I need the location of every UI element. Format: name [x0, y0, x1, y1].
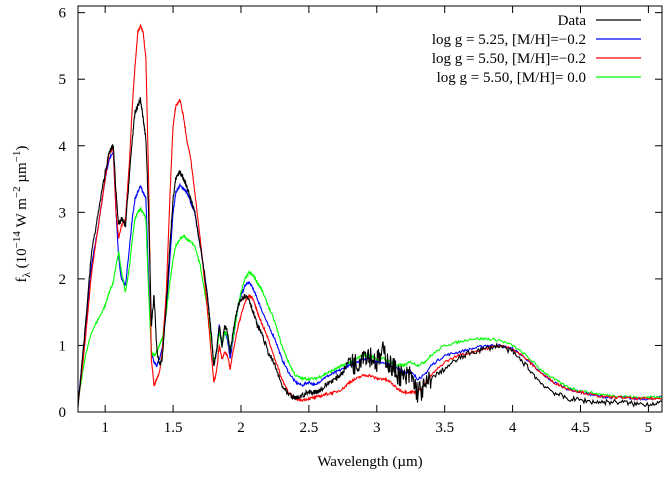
x-tick-label: 2 — [237, 420, 245, 436]
y-label-part4: ) — [14, 146, 30, 151]
legend-label: Data — [558, 13, 587, 29]
y-tick-label: 4 — [59, 139, 67, 155]
y-label-sup2: −2 — [11, 186, 23, 198]
x-tick-label: 3.5 — [435, 420, 454, 436]
x-tick-label: 1 — [101, 420, 109, 436]
x-tick-label: 1.5 — [164, 420, 183, 436]
series-line-3 — [77, 206, 663, 402]
y-tick-label: 5 — [59, 72, 67, 88]
series-line-0 — [77, 96, 663, 408]
y-tick-label: 3 — [59, 205, 67, 221]
x-tick-label: 2.5 — [300, 420, 319, 436]
y-label-part2: W m — [14, 198, 30, 231]
x-tick-label: 4 — [509, 420, 517, 436]
y-tick-label: 1 — [59, 338, 67, 354]
y-axis-label: fλ (10−14 W m−2 µm−1) — [11, 146, 33, 283]
y-tick-label: 0 — [59, 405, 67, 421]
plot-frame — [77, 5, 663, 413]
y-label-part1: (10 — [14, 248, 30, 272]
series-layer — [77, 23, 663, 408]
ticks-layer: 1 1.5 2 2.5 3 3.5 4 4.5 5 0 1 2 3 4 5 6 — [59, 6, 662, 436]
series-line-1 — [77, 151, 663, 404]
x-tick-label: 5 — [645, 420, 653, 436]
y-label-sup3: −1 — [11, 151, 23, 163]
y-tick-label: 2 — [59, 272, 67, 288]
series-line-2 — [77, 23, 663, 407]
y-label-sub: λ — [21, 271, 33, 277]
legend-label: log g = 5.50, [M/H]= 0.0 — [437, 70, 586, 86]
x-axis-label: Wavelength (µm) — [317, 454, 422, 470]
x-tick-label: 4.5 — [571, 420, 590, 436]
legend: Data log g = 5.25, [M/H]=−0.2 log g = 5.50… — [432, 13, 641, 86]
y-label-part3: µm — [14, 162, 30, 186]
y-label-base: f — [14, 277, 30, 282]
y-label-sup1: −14 — [11, 231, 23, 249]
legend-label: log g = 5.25, [M/H]=−0.2 — [432, 32, 586, 48]
x-tick-label: 3 — [373, 420, 381, 436]
y-tick-label: 6 — [59, 6, 67, 22]
legend-label: log g = 5.50, [M/H]=−0.2 — [432, 51, 586, 67]
